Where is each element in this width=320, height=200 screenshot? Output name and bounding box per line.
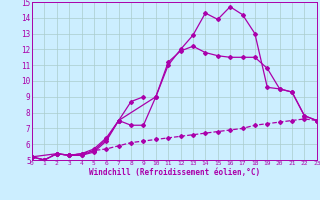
- X-axis label: Windchill (Refroidissement éolien,°C): Windchill (Refroidissement éolien,°C): [89, 168, 260, 177]
